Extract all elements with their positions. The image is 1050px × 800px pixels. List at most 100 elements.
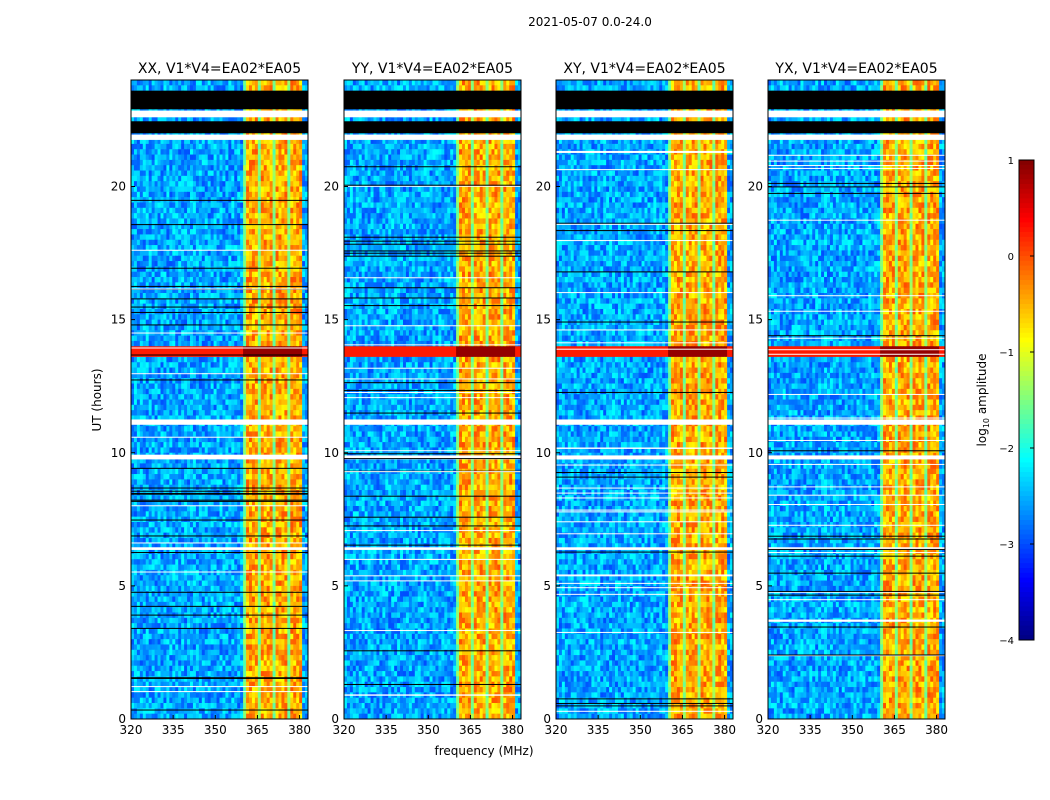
pixel	[302, 143, 306, 150]
pixel	[254, 378, 259, 384]
pixel	[231, 213, 235, 219]
pixel	[157, 436, 161, 443]
pixel	[198, 362, 203, 368]
pixel	[219, 154, 223, 161]
pixel	[213, 500, 217, 507]
pixel	[281, 436, 285, 443]
pixel	[204, 250, 209, 257]
pixel	[131, 383, 135, 390]
pixel	[184, 186, 188, 193]
pixel	[145, 266, 150, 273]
pixel	[136, 202, 141, 209]
pixel	[246, 277, 250, 283]
pixel	[246, 388, 250, 395]
pixel	[222, 143, 226, 150]
pixel	[213, 426, 217, 432]
pixel	[251, 202, 256, 209]
pixel	[213, 271, 217, 278]
pixel	[145, 442, 150, 448]
pixel	[169, 117, 173, 124]
pixel	[263, 442, 268, 448]
pixel	[275, 490, 279, 496]
pixel	[198, 442, 203, 448]
pixel	[201, 399, 206, 406]
pixel	[254, 367, 259, 374]
pixel	[231, 170, 235, 177]
pixel	[293, 506, 297, 512]
pixel	[178, 511, 182, 518]
pixel	[254, 410, 259, 416]
pixel	[260, 490, 265, 496]
pixel	[201, 367, 206, 374]
pixel	[201, 218, 206, 225]
pixel	[163, 506, 167, 512]
pixel	[192, 490, 197, 496]
pixel	[219, 388, 223, 395]
pixel	[178, 85, 182, 92]
pixel	[251, 223, 256, 230]
pixel	[133, 500, 138, 507]
pixel	[175, 372, 179, 379]
pixel	[249, 282, 253, 289]
pixel	[187, 266, 191, 273]
pixel	[216, 308, 220, 315]
pixel	[133, 277, 138, 283]
pixel	[207, 383, 212, 390]
pixel	[257, 181, 262, 187]
pixel	[181, 404, 185, 411]
pixel	[169, 245, 173, 251]
pixel	[302, 138, 306, 145]
pixel	[184, 500, 188, 507]
pixel	[133, 261, 138, 267]
pixel	[243, 362, 247, 368]
pixel	[160, 479, 164, 486]
pixel	[278, 442, 282, 448]
pixel	[145, 404, 150, 411]
pixel	[290, 362, 294, 368]
pixel	[222, 394, 226, 400]
pixel	[251, 442, 256, 448]
pixel	[201, 500, 206, 507]
pixel	[251, 410, 256, 416]
pixel	[133, 410, 138, 416]
pixel	[145, 351, 150, 358]
pixel	[148, 356, 153, 363]
pixel	[305, 106, 309, 113]
pixel	[263, 218, 268, 225]
pixel	[302, 181, 306, 187]
pixel	[148, 426, 153, 432]
pixel	[278, 159, 282, 166]
pixel	[178, 442, 182, 448]
pixel	[222, 346, 226, 352]
pixel	[266, 378, 271, 384]
pixel	[269, 458, 273, 464]
pixel	[237, 181, 241, 187]
pixel	[290, 468, 294, 475]
pixel	[251, 239, 256, 246]
pixel	[228, 367, 232, 374]
pixel	[246, 85, 250, 92]
pixel	[157, 250, 161, 257]
pixel	[237, 367, 241, 374]
pixel	[142, 340, 147, 347]
pixel	[190, 388, 194, 395]
pixel	[133, 458, 138, 464]
pixel	[234, 138, 238, 145]
pixel	[228, 495, 232, 502]
pixel	[278, 367, 282, 374]
pixel	[284, 239, 288, 246]
pixel	[201, 271, 206, 278]
pixel	[263, 351, 268, 358]
pixel	[201, 202, 206, 209]
pixel	[136, 287, 141, 294]
pixel	[213, 458, 217, 464]
pixel	[260, 213, 265, 219]
pixel	[299, 255, 303, 262]
pixel	[201, 404, 206, 411]
pixel	[198, 495, 203, 502]
pixel	[219, 250, 223, 257]
pixel	[302, 266, 306, 273]
pixel	[228, 516, 232, 523]
pixel	[266, 181, 271, 187]
pixel	[234, 495, 238, 502]
